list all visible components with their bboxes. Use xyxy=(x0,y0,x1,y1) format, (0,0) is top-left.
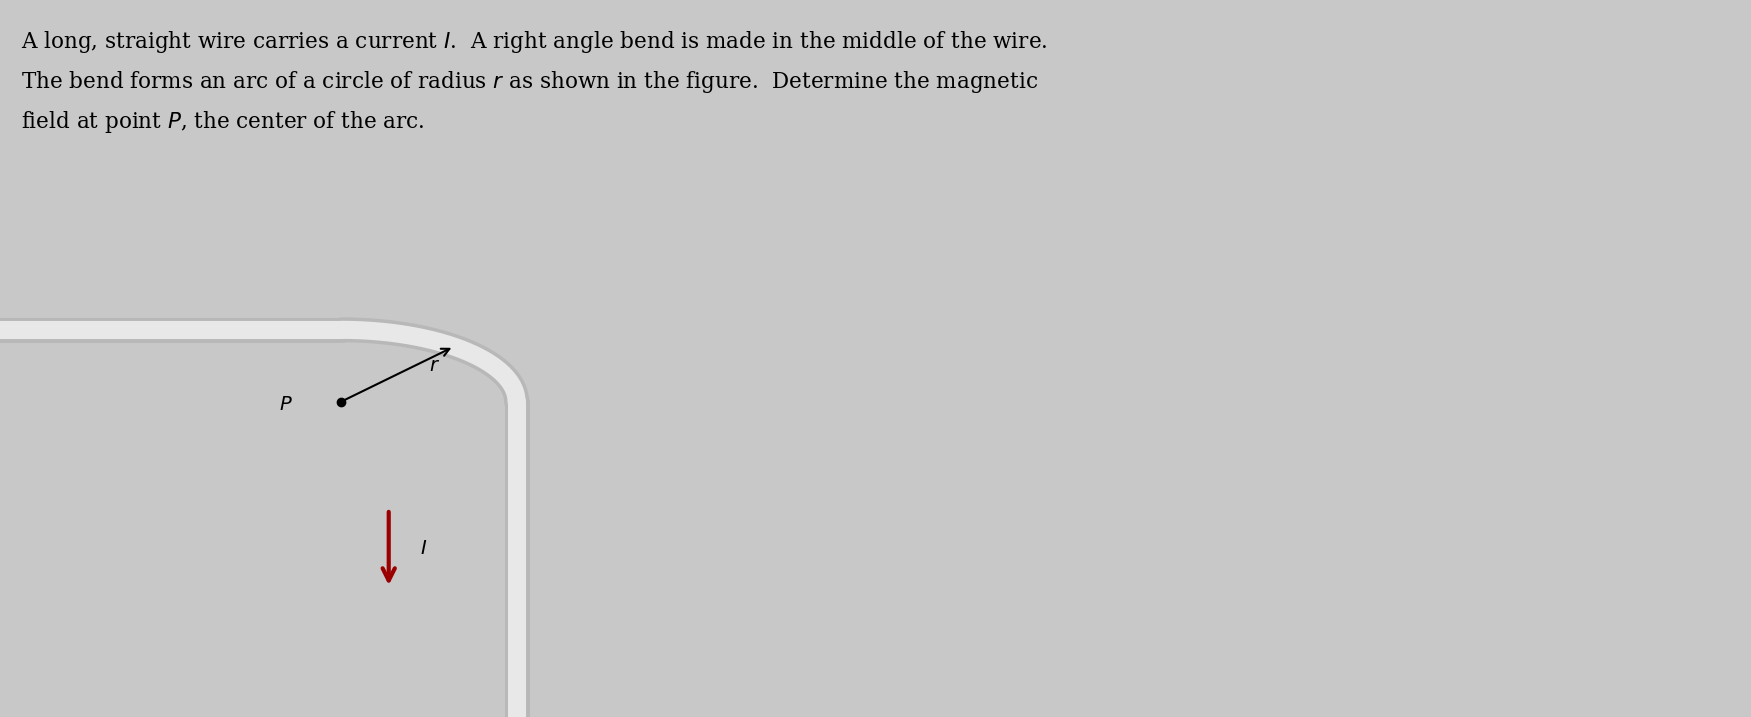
Text: $I$: $I$ xyxy=(420,539,427,558)
Text: A long, straight wire carries a current $I$.  A right angle bend is made in the : A long, straight wire carries a current … xyxy=(21,29,1047,136)
Text: $r$: $r$ xyxy=(429,356,441,374)
Text: $P$: $P$ xyxy=(278,396,292,414)
